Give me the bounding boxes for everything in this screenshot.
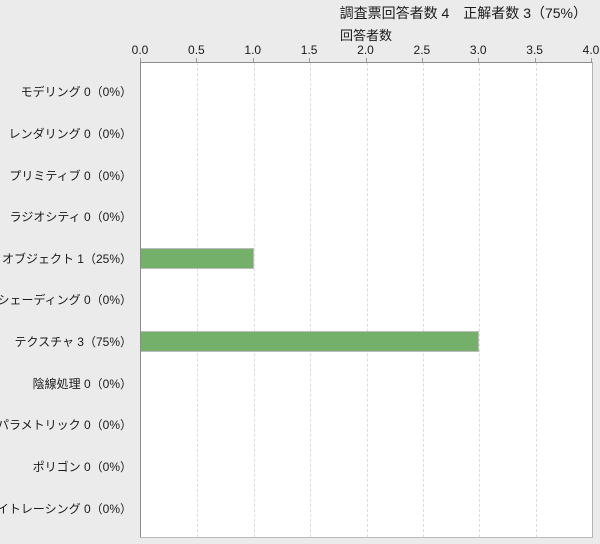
chart-title: 調査票回答者数 4 正解者数 3（75%） bbox=[339, 5, 587, 21]
gridline bbox=[366, 63, 368, 537]
x-axis-title: 回答者数 bbox=[339, 28, 392, 43]
plot-area bbox=[140, 62, 593, 538]
category-label: ポリゴン 0（0%） bbox=[32, 460, 132, 475]
x-tick-label: 1.0 bbox=[244, 43, 262, 57]
x-tick-mark bbox=[309, 58, 311, 62]
category-row bbox=[141, 446, 592, 488]
x-tick-mark bbox=[478, 58, 480, 62]
category-label: オブジェクト 1（25%） bbox=[1, 251, 132, 266]
category-label: シェーディング 0（0%） bbox=[0, 293, 132, 308]
gridline bbox=[197, 63, 199, 537]
x-tick-label: 3.5 bbox=[526, 43, 543, 57]
category-row bbox=[141, 362, 592, 404]
gridline bbox=[310, 63, 312, 537]
x-tick-mark bbox=[365, 58, 367, 62]
bar bbox=[141, 331, 480, 353]
x-tick-mark bbox=[534, 58, 536, 62]
x-tick-mark bbox=[421, 58, 423, 62]
x-tick-label: 0.0 bbox=[131, 43, 149, 57]
category-row bbox=[141, 71, 592, 113]
category-row bbox=[141, 279, 592, 321]
gridline bbox=[479, 63, 481, 537]
x-axis-tick-labels: 0.0 0.5 1.0 1.5 2.0 2.5 3.0 3.5 4.0 bbox=[132, 43, 600, 57]
category-label: ラジオシティ 0（0%） bbox=[9, 210, 132, 225]
x-tick-label: 0.5 bbox=[188, 43, 205, 57]
category-row bbox=[141, 487, 592, 529]
gridline bbox=[253, 63, 255, 537]
category-label: テクスチャ 3（75%） bbox=[14, 335, 132, 350]
category-label: モデリング 0（0%） bbox=[20, 85, 132, 100]
category-row bbox=[141, 113, 592, 155]
x-tick-mark bbox=[591, 58, 592, 62]
category-row bbox=[141, 321, 592, 363]
gridline bbox=[422, 63, 424, 537]
category-row bbox=[141, 238, 592, 280]
category-row bbox=[141, 196, 592, 238]
category-label: 陰線処理 0（0%） bbox=[32, 376, 132, 391]
category-label: レイトレーシング 0（0%） bbox=[0, 501, 132, 516]
x-tick-label: 3.0 bbox=[469, 43, 487, 57]
x-tick-mark bbox=[196, 58, 198, 62]
gridline bbox=[535, 63, 537, 537]
category-label: パラメトリック 0（0%） bbox=[0, 418, 132, 433]
category-axis-labels: モデリング 0（0%） レンダリング 0（0%） プリミティブ 0（0%） ラジオシテ… bbox=[0, 62, 132, 538]
x-tick-mark bbox=[252, 58, 254, 62]
category-row bbox=[141, 404, 592, 446]
bar bbox=[141, 247, 254, 269]
category-label: プリミティブ 0（0%） bbox=[9, 168, 132, 183]
x-tick-mark bbox=[140, 58, 141, 62]
x-tick-label: 4.0 bbox=[582, 43, 600, 57]
category-row bbox=[141, 154, 592, 196]
x-axis-tick-marks bbox=[140, 58, 592, 62]
category-label: レンダリング 0（0%） bbox=[8, 126, 132, 141]
x-tick-label: 1.5 bbox=[300, 43, 318, 57]
x-tick-label: 2.0 bbox=[357, 43, 374, 57]
x-tick-label: 2.5 bbox=[413, 43, 431, 57]
